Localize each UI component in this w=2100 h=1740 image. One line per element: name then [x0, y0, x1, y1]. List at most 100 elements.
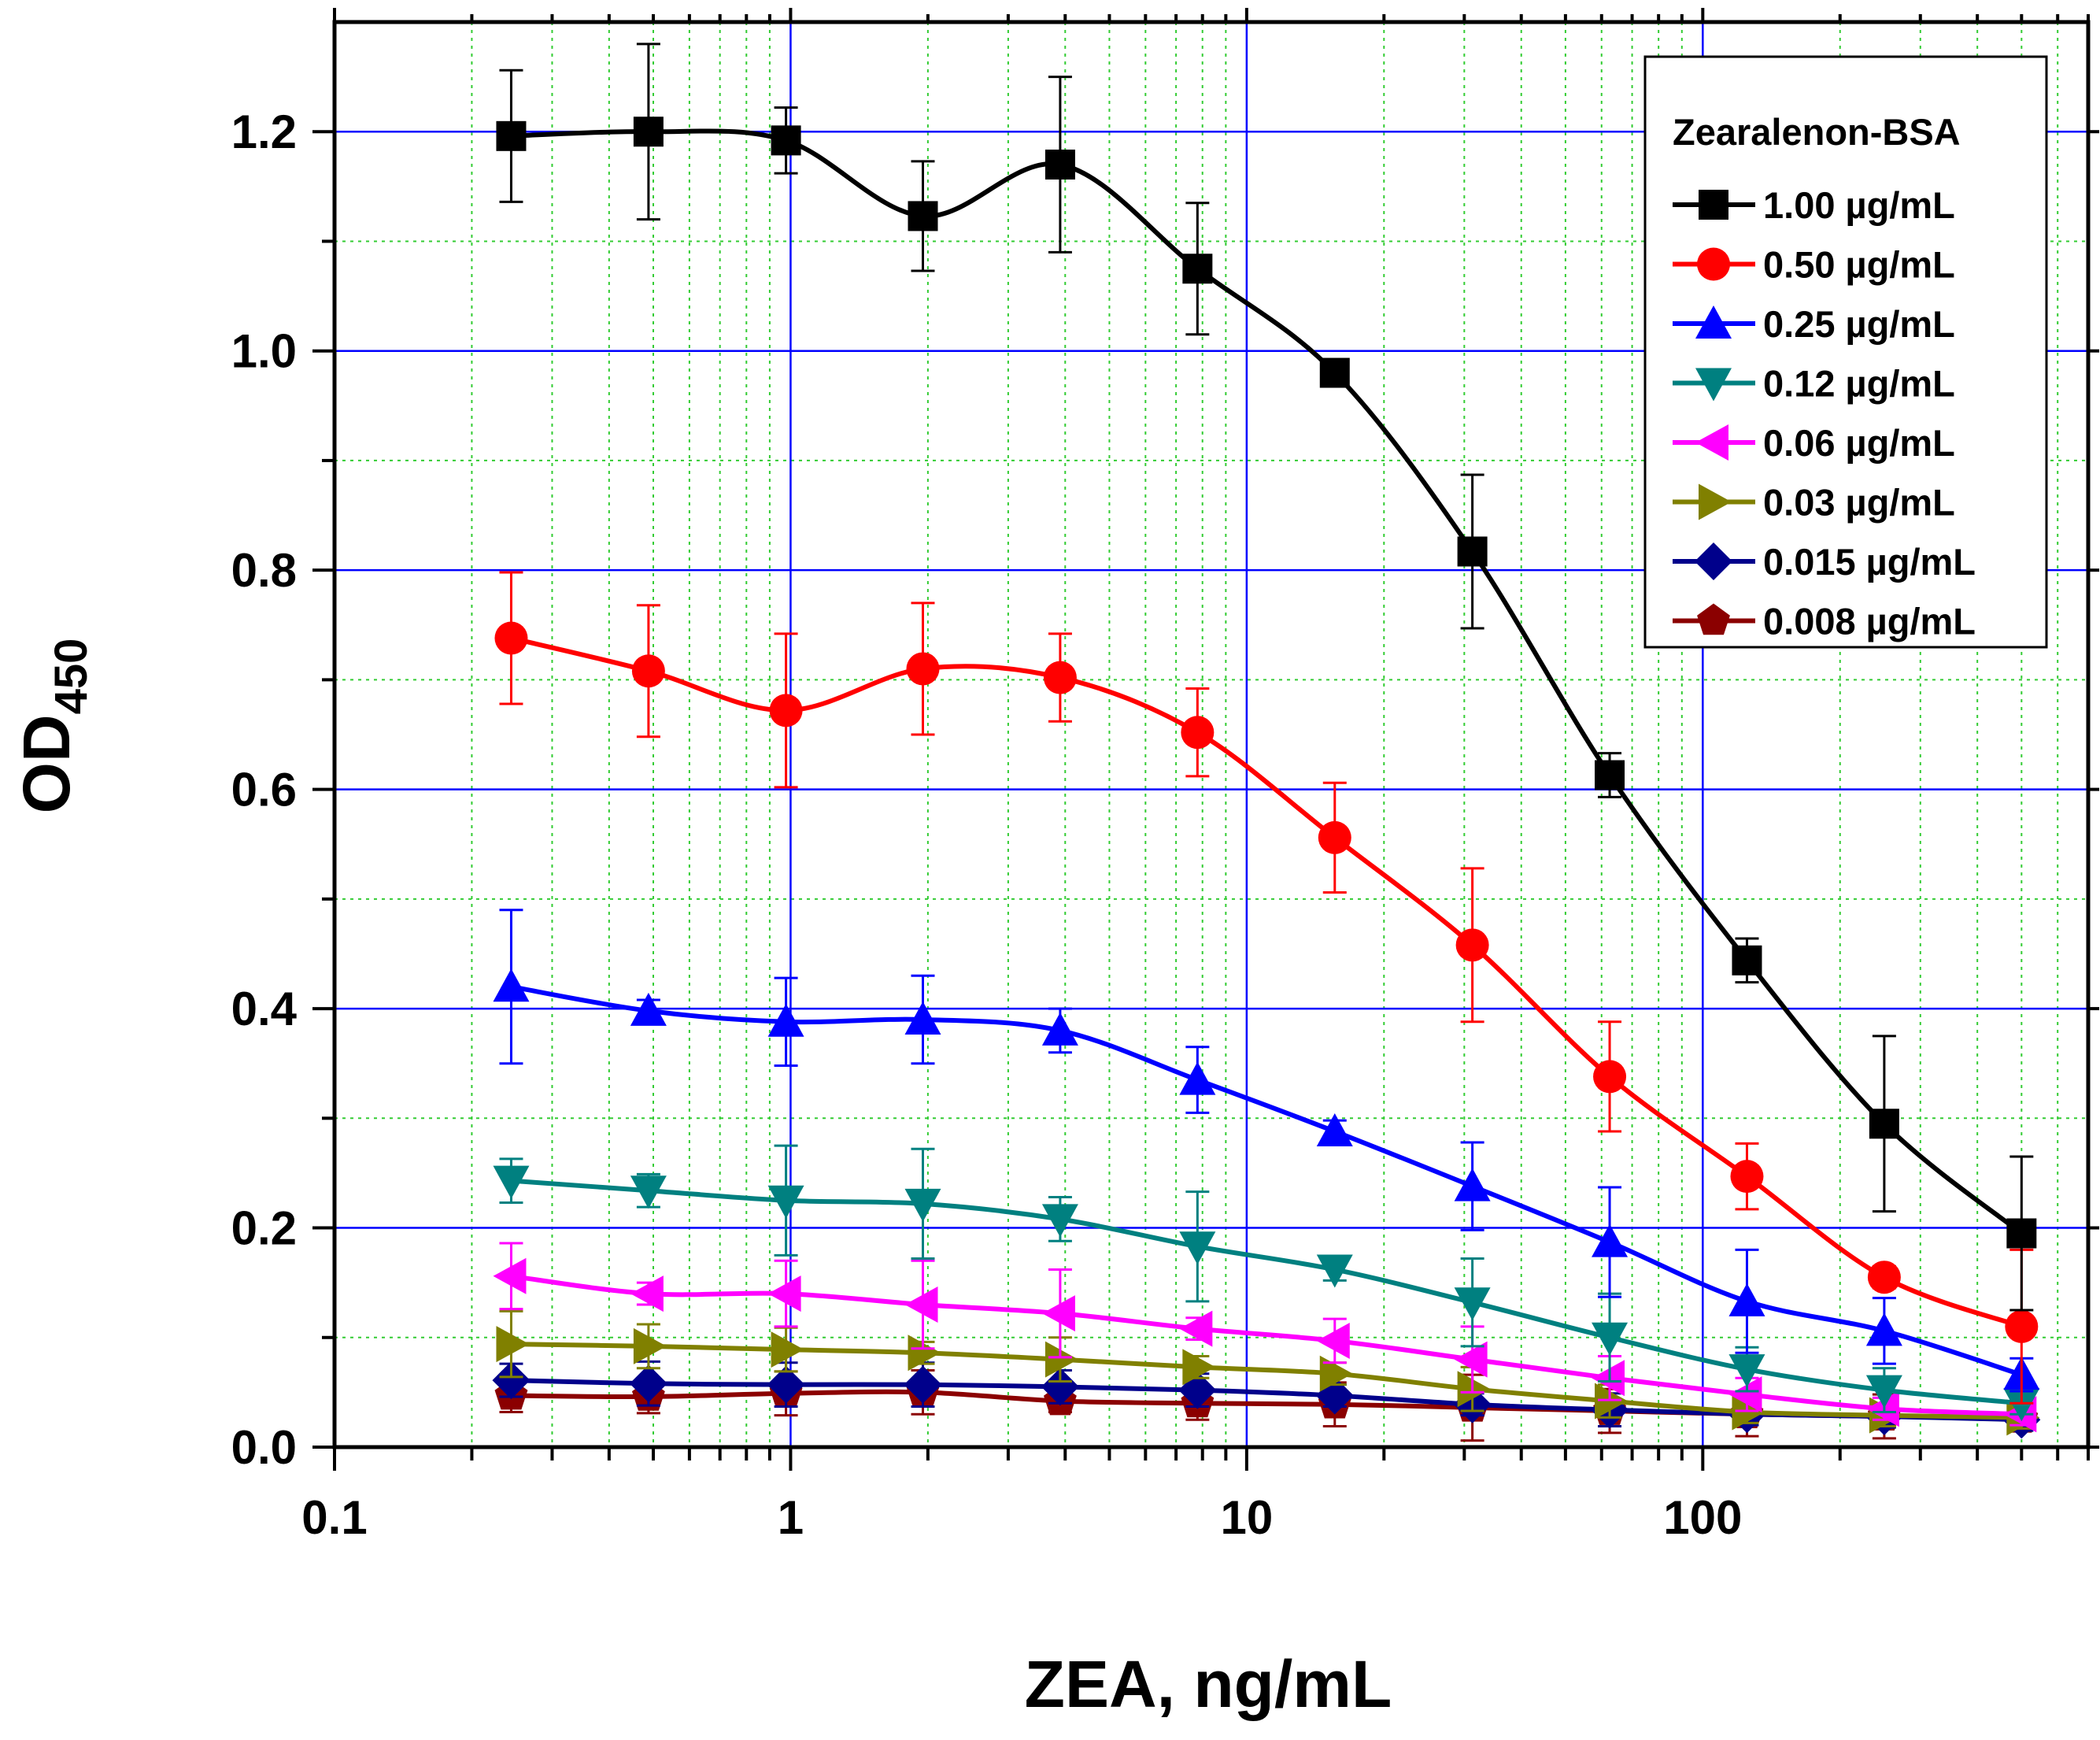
data-point — [1457, 1371, 1491, 1408]
data-point — [1319, 1355, 1353, 1392]
data-point — [1318, 820, 1351, 854]
data-point — [1041, 1012, 1078, 1046]
data-point — [1732, 945, 1762, 976]
y-axis-title-main: OD — [9, 714, 83, 813]
y-tick-label: 0.2 — [231, 1202, 297, 1255]
series-1.00gmL-group — [496, 43, 2037, 1312]
data-point — [1041, 1368, 1079, 1406]
legend-marker — [1695, 424, 1728, 461]
data-point — [1865, 1312, 1902, 1346]
data-point — [1867, 1261, 1901, 1294]
data-point — [1728, 1283, 1765, 1316]
data-point — [1455, 928, 1489, 962]
data-point — [1041, 1204, 1078, 1238]
data-point — [1454, 1287, 1491, 1321]
data-point — [496, 120, 527, 151]
data-point — [492, 1361, 531, 1400]
y-tick-label: 0.0 — [231, 1421, 297, 1474]
legend-label: 0.12 µg/mL — [1763, 363, 1955, 405]
x-tick-label: 100 — [1663, 1491, 1742, 1544]
data-point — [1319, 357, 1350, 388]
data-point — [1454, 1168, 1491, 1201]
data-point — [1181, 716, 1215, 750]
data-point — [908, 1335, 941, 1372]
y-tick-label: 0.6 — [231, 764, 297, 816]
data-point — [1179, 1231, 1216, 1265]
data-point — [1454, 1341, 1488, 1378]
legend-label: 0.03 µg/mL — [1763, 482, 1955, 524]
legend-label: 0.06 µg/mL — [1763, 422, 1955, 464]
data-point — [771, 1331, 804, 1368]
axes: 0.1 1 10 100 0.0 0.2 0.4 0.6 0.8 1.0 1.2 — [231, 8, 2099, 1544]
data-point — [1179, 1310, 1213, 1347]
data-point — [1593, 1060, 1627, 1094]
series-0.12gmL-group — [493, 1144, 2040, 1422]
data-point — [908, 201, 938, 231]
data-point — [1592, 1360, 1625, 1397]
data-point — [1044, 150, 1075, 180]
legend-marker — [1697, 603, 1730, 635]
y-axis-title-subscript: 450 — [46, 639, 97, 715]
data-point — [630, 1175, 667, 1209]
data-point — [496, 1326, 530, 1363]
y-tick-label: 0.8 — [231, 544, 297, 597]
data-point — [1592, 1224, 1629, 1257]
x-tick-label: 10 — [1221, 1491, 1274, 1544]
data-point — [1730, 1160, 1764, 1194]
data-point — [904, 1188, 941, 1222]
data-point — [1728, 1354, 1765, 1388]
data-point — [1728, 1376, 1762, 1413]
data-series — [492, 43, 2041, 1442]
legend-marker — [1699, 190, 1728, 220]
series-line — [510, 635, 2023, 1329]
data-point — [1869, 1109, 1899, 1139]
data-point — [1043, 661, 1077, 694]
series-line — [511, 1178, 2022, 1406]
series-0.25gmL-group — [493, 909, 2040, 1393]
legend-marker — [1697, 247, 1730, 281]
legend-title: Zearalenon-BSA — [1673, 111, 1961, 153]
data-point — [630, 1275, 664, 1312]
data-point — [767, 1365, 805, 1404]
data-point — [767, 1275, 801, 1312]
legend-marker — [1695, 305, 1732, 339]
data-point — [1316, 1322, 1350, 1359]
legend-marker — [1699, 483, 1732, 520]
plot-frame — [332, 20, 2091, 1449]
legend-label: 1.00 µg/mL — [1763, 184, 1955, 226]
data-point — [1182, 254, 1213, 284]
legend-label: 0.015 µg/mL — [1763, 541, 1976, 583]
data-point — [767, 1003, 804, 1037]
legend: Zearalenon-BSA 1.00 µg/mL 0.50 µg/mL 0.25 µ… — [1643, 55, 2048, 649]
series-0.50gmL-group — [494, 571, 2039, 1405]
data-point — [1179, 1061, 1216, 1095]
legend-marker — [1695, 542, 1732, 580]
x-axis-title: ZEA, ng/mL — [1025, 1647, 1392, 1721]
data-point — [1457, 536, 1488, 567]
y-tick-label: 1.2 — [231, 106, 297, 158]
legend-marker — [1695, 368, 1732, 402]
data-point — [631, 654, 665, 688]
data-point — [630, 992, 667, 1026]
legend-label: 0.25 µg/mL — [1763, 303, 1955, 345]
legend-label: 0.50 µg/mL — [1763, 244, 1955, 286]
data-point — [1044, 1341, 1078, 1378]
y-tick-label: 1.0 — [231, 325, 297, 378]
data-point — [904, 1001, 941, 1035]
data-point — [906, 652, 940, 686]
data-point — [1865, 1390, 1899, 1427]
data-point — [493, 1165, 530, 1199]
data-point — [769, 694, 803, 727]
data-point — [2005, 1309, 2039, 1343]
data-point — [904, 1365, 942, 1404]
series-line — [510, 984, 2023, 1377]
data-point — [1316, 1113, 1353, 1147]
data-point — [493, 1257, 527, 1294]
data-point — [2006, 1218, 2037, 1249]
y-axis-title: OD450 — [9, 639, 97, 814]
data-point — [633, 117, 664, 147]
x-tick-label: 1 — [778, 1491, 804, 1544]
data-point — [1595, 760, 1625, 790]
data-point — [493, 968, 530, 1002]
